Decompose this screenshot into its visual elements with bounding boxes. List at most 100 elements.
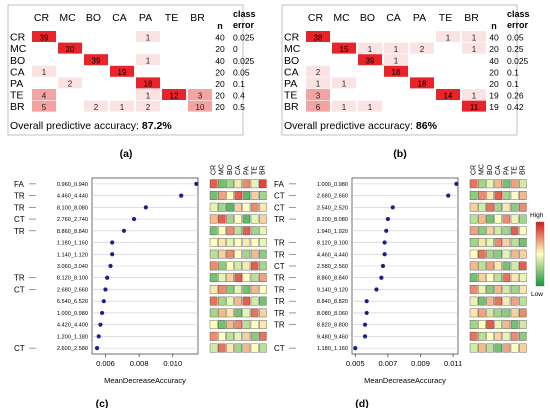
data-point [364,310,369,316]
data-point [101,299,106,304]
panel-label-d: (d) [355,398,368,408]
accuracy-value: 87.2% [142,120,172,132]
heat-cell [478,284,486,294]
heat-cell [209,179,218,189]
row-label: PA [10,78,23,90]
heat-cell [478,226,486,236]
feature-label: 2.760_2.740 [57,217,88,223]
heat-cell [226,238,234,247]
data-point [362,334,368,339]
heat-cell [510,320,519,329]
heat-cell [494,296,502,306]
heat-cell [478,249,486,259]
cell-value: 18 [418,80,427,89]
heat-cell [478,320,486,329]
heat-cell [519,202,527,212]
cell-value: 2 [420,45,425,54]
heat-cell [510,238,519,247]
heat-cell [250,191,259,200]
column-label: BR [464,12,479,24]
heat-cell [218,320,226,329]
row-label: TE [284,90,297,102]
column-label: MC [59,12,76,24]
heat-cell [242,249,251,259]
heat-cell [469,214,478,224]
row-label: BR [284,101,299,113]
cell-value: 3 [316,91,321,100]
matrix-cell [410,77,434,89]
matrix-cell [58,77,82,89]
heat-cell [209,249,218,259]
heat-cell [234,226,242,236]
heat-cell [250,320,259,329]
matrix-cell [358,100,382,112]
heat-cell [250,202,259,212]
cell-value: 39 [92,57,101,66]
heat-cell [234,214,242,224]
matrix-cell [384,42,408,54]
feature-label: 0.960_0.940 [57,182,88,188]
x-tick-label: 0.005 [346,359,365,368]
x-tick-label: 0.006 [96,359,115,368]
n-value: 20 [215,91,225,101]
heat-cell [209,308,218,318]
matrix-cell [332,100,356,112]
cell-value: 39 [366,57,375,66]
heat-cell [226,284,234,294]
heat-cell [502,214,511,224]
heat-cell [510,226,519,236]
heat-cell [478,202,486,212]
heat-cell [469,202,478,212]
feature-label: 8.120_8.100 [317,241,348,247]
cell-value: 1 [368,103,373,112]
feature-label: 3.060_3.040 [57,264,88,270]
heat-cell [226,249,234,259]
heat-cell [259,273,267,283]
heat-cell [234,261,242,271]
heat-cell [218,226,226,236]
data-point [385,216,390,222]
heat-cell [242,179,251,189]
heat-cell [510,273,519,283]
heat-cell [234,296,242,306]
accuracy-value: 86% [416,120,438,132]
heat-cell [226,191,234,200]
heat-cell [519,214,527,224]
heat-column-label: CR [211,165,218,175]
heat-cell [226,226,234,236]
heat-cell [250,261,259,271]
cell-value: 1 [394,45,399,54]
cell-value: 11 [470,103,479,112]
column-label: BO [86,12,101,24]
panel-label-a: (a) [120,148,133,160]
n-value: 40 [215,56,225,66]
data-point [379,275,384,280]
heat-cell [226,273,234,283]
feature-group: CT [274,192,285,201]
heat-cell [519,284,527,294]
matrix-cell [384,65,408,77]
heat-column-label: PA [503,166,510,175]
heat-cell [469,238,478,247]
class-error-value: 0.025 [507,56,529,66]
heat-cell [469,296,478,306]
data-point [98,322,103,327]
data-point [108,263,113,269]
data-point [446,193,451,198]
heat-cell [502,226,511,236]
matrix-cell [306,89,330,100]
heat-cell [519,226,527,236]
heat-cell [502,261,511,271]
n-value: 20 [489,44,499,54]
heat-cell [494,308,502,318]
heat-cell [502,320,511,329]
n-value: 19 [489,91,499,101]
legend-high: High [530,212,544,219]
cell-value: 1 [368,45,373,54]
feature-group: TR [274,285,285,294]
heat-cell [486,343,494,353]
heat-column-label: MC [219,164,226,175]
n-value: 20 [215,44,225,54]
heat-cell [259,249,267,259]
